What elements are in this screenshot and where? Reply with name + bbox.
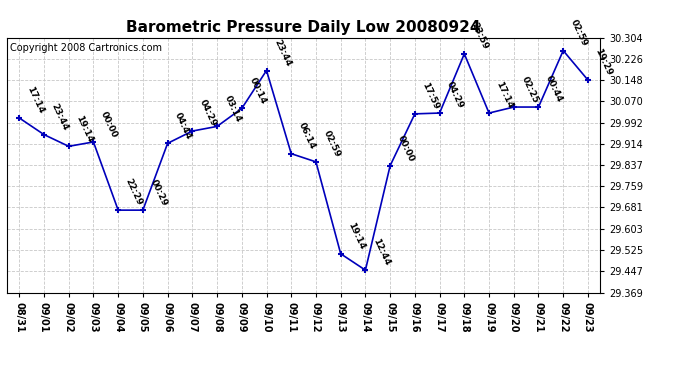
Text: 00:44: 00:44 [544, 75, 564, 104]
Text: Copyright 2008 Cartronics.com: Copyright 2008 Cartronics.com [10, 43, 162, 52]
Text: 00:00: 00:00 [395, 134, 416, 163]
Text: 19:29: 19:29 [593, 47, 614, 77]
Text: 00:29: 00:29 [148, 178, 168, 207]
Text: 12:44: 12:44 [371, 237, 391, 267]
Text: 19:14: 19:14 [75, 114, 95, 144]
Text: 04:44: 04:44 [173, 111, 193, 141]
Text: 00:00: 00:00 [99, 110, 119, 139]
Text: 22:29: 22:29 [124, 177, 144, 207]
Text: 02:59: 02:59 [322, 129, 342, 159]
Text: 23:59: 23:59 [470, 21, 490, 51]
Text: 17:14: 17:14 [25, 85, 45, 115]
Title: Barometric Pressure Daily Low 20080924: Barometric Pressure Daily Low 20080924 [126, 20, 481, 35]
Text: 23:44: 23:44 [50, 102, 70, 132]
Text: 06:14: 06:14 [297, 121, 317, 151]
Text: 19:14: 19:14 [346, 221, 366, 251]
Text: 02:25: 02:25 [520, 75, 540, 104]
Text: 23:44: 23:44 [272, 38, 293, 68]
Text: 00:14: 00:14 [247, 76, 268, 106]
Text: 02:59: 02:59 [569, 18, 589, 48]
Text: 04:29: 04:29 [198, 98, 218, 128]
Text: 03:14: 03:14 [223, 94, 243, 124]
Text: 17:59: 17:59 [420, 81, 441, 111]
Text: 17:14: 17:14 [495, 80, 515, 110]
Text: 04:29: 04:29 [445, 80, 466, 110]
